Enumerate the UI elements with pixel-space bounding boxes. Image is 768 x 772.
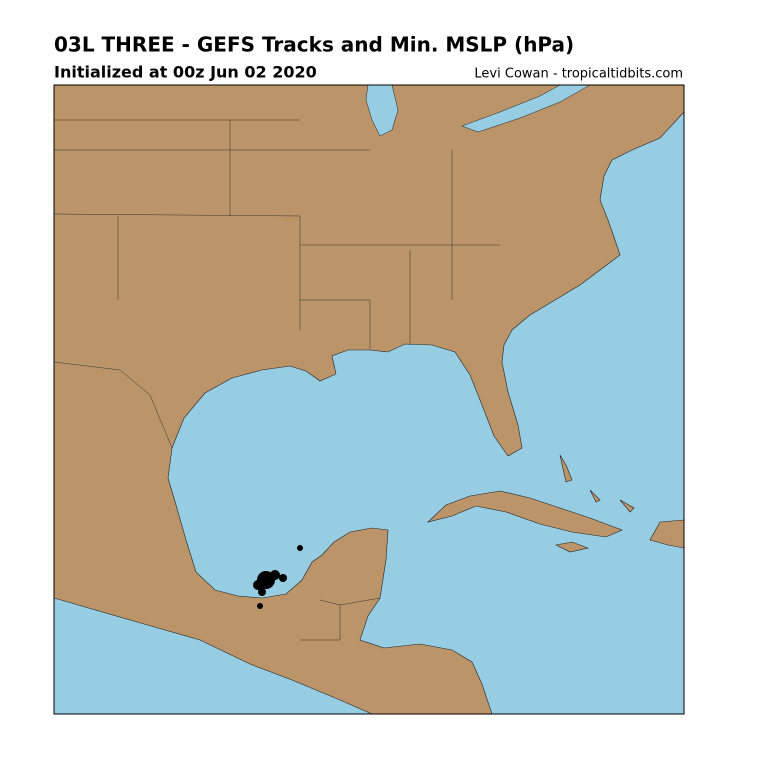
lake-michigan	[365, 85, 399, 137]
cuba	[426, 490, 623, 538]
state-lines	[54, 119, 500, 350]
mainland	[54, 85, 684, 714]
us-mexico-border	[54, 361, 173, 449]
map	[54, 85, 684, 714]
jamaica	[555, 541, 590, 553]
mexico-borders	[300, 597, 381, 641]
storm-cluster	[253, 545, 303, 609]
hispaniola	[649, 519, 684, 549]
bahamas	[559, 454, 635, 513]
credit: Levi Cowan - tropicaltidbits.com	[474, 67, 683, 82]
subtitle: Initialized at 00z Jun 02 2020	[54, 63, 317, 82]
map-frame	[53, 84, 685, 715]
title: 03L THREE - GEFS Tracks and Min. MSLP (h…	[54, 33, 574, 57]
lake-erie-huron	[461, 85, 591, 133]
